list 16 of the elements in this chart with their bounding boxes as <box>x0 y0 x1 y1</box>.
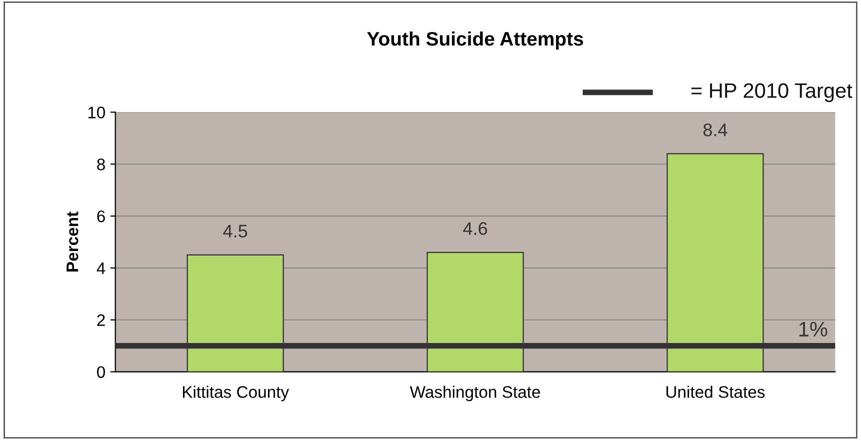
y-tick-label: 4 <box>96 262 106 274</box>
x-tick-label: United States <box>666 386 765 398</box>
data-label: 4.5 <box>223 224 248 238</box>
y-axis-title: Percent <box>66 212 78 272</box>
y-tick-label: 8 <box>97 158 105 170</box>
y-tick-label: 10 <box>88 106 105 118</box>
chart-title: Youth Suicide Attempts <box>367 31 584 50</box>
y-tick-label: 2 <box>97 314 105 326</box>
data-label: 8.4 <box>703 123 728 136</box>
text: = HP 2010 Target <box>691 83 852 102</box>
y-tick-label: 0 <box>97 366 105 378</box>
y-tick-label: 6 <box>97 210 105 222</box>
x-tick-label: Washington State <box>410 386 540 402</box>
ref-line-label: 1% <box>799 322 828 336</box>
x-tick-label: Kittitas County <box>182 386 290 402</box>
data-label: 4.6 <box>463 222 488 235</box>
